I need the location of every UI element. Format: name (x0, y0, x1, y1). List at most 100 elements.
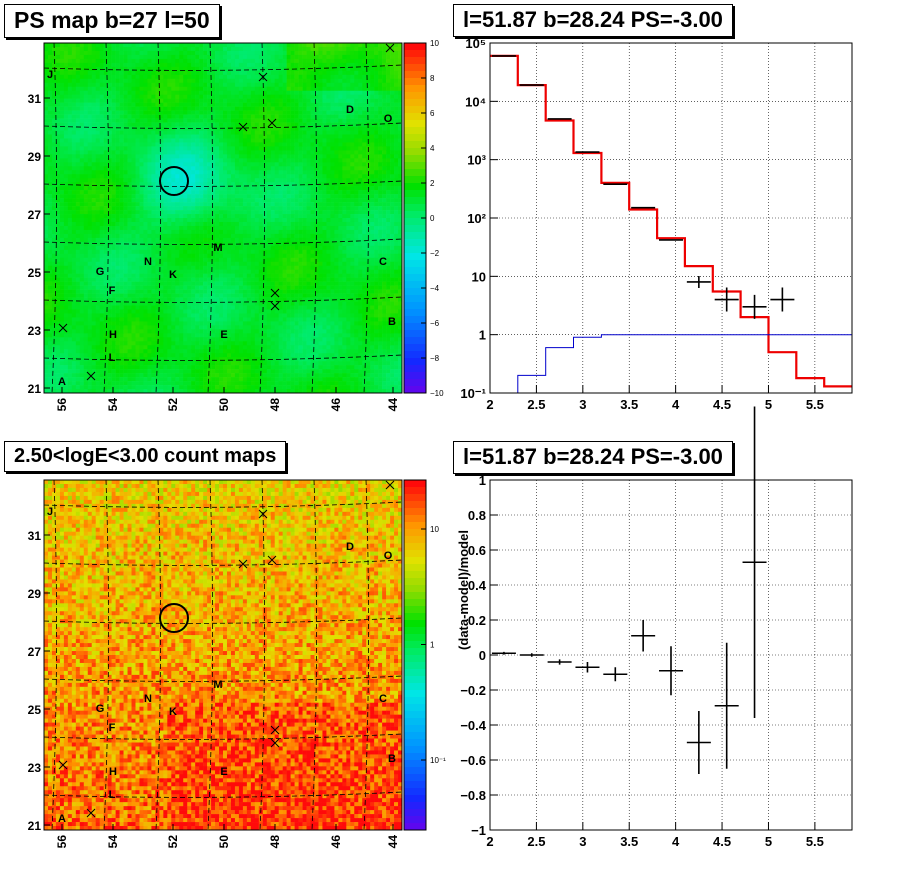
ps-map-colorbar-label: −6 (430, 319, 440, 328)
spectrum-y-tick-label: 10² (467, 211, 486, 226)
count-map-parallel (43, 791, 403, 798)
ps-map-colorbar-label: 4 (430, 144, 435, 153)
count-map-parallel (43, 617, 403, 624)
ps-map-parallel (43, 238, 403, 245)
ps-map-colorbar (404, 43, 426, 394)
count-map-meridian (259, 479, 265, 831)
count-map-target-circle (159, 603, 189, 633)
residual-point (519, 653, 544, 657)
ps-map-source-marker (258, 72, 268, 82)
count-map-y-tick-label: 29 (28, 587, 42, 601)
spectrum-y-tick-label: 1 (479, 328, 486, 343)
ps-map-coordinate-grid (43, 42, 421, 394)
ps-map-source-label: E (220, 329, 227, 341)
ps-map-x-tick-label: 56 (55, 398, 69, 412)
count-map-source-label: A (58, 813, 66, 825)
spectrum-x-tick-label: 3.5 (620, 397, 638, 412)
ps-map-colorbar-label: −2 (430, 249, 440, 258)
ps-map-parallel (43, 296, 403, 303)
count-map-meridian (155, 479, 161, 831)
count-map-source-label: K (169, 706, 177, 718)
spectrum-x-tick-label: 5.5 (806, 397, 824, 412)
ps-map-source-marker (86, 371, 96, 381)
count-map-source-label: C (379, 693, 387, 705)
ps-map-colorbar-label: 10 (430, 39, 439, 48)
ps-map-source-label: K (169, 269, 177, 281)
ps-map-y-tick-label: 25 (28, 266, 42, 280)
residual-point (714, 642, 739, 769)
ps-map-colorbar-label: −8 (430, 354, 440, 363)
residual-x-tick-label: 4.5 (713, 834, 731, 849)
count-map-source-marker (238, 559, 248, 569)
count-map-colorbar-label: 10 (430, 525, 439, 534)
residual-point (742, 406, 767, 718)
count-map-coordinate-grid (43, 479, 421, 831)
count-map-y-tick-label: 25 (28, 703, 42, 717)
residual-y-tick-label: 0.4 (468, 578, 487, 593)
count-map-meridian (51, 479, 57, 831)
ps-map-source-label: L (109, 352, 116, 364)
ps-map-source-label: D (346, 104, 354, 116)
count-map-source-label: M (213, 679, 222, 691)
count-map-parallel (43, 501, 403, 508)
spectrum-y-tick-label: 10 (472, 269, 486, 284)
count-map-source-marker (86, 808, 96, 818)
count-map-meridian (311, 479, 317, 831)
ps-map-parallel (43, 354, 403, 361)
residual-y-tick-label: 1 (479, 473, 486, 488)
ps-map-parallel (43, 122, 403, 129)
ps-map-source-marker (267, 118, 277, 128)
ps-map-parallel (43, 64, 403, 71)
count-map-source-marker (58, 760, 68, 770)
residual-y-tick-label: −0.2 (460, 683, 486, 698)
count-map-pixels (44, 480, 403, 831)
spectrum-x-tick-label: 2.5 (527, 397, 545, 412)
ps-map-y-tick-label: 27 (28, 208, 42, 222)
count-map-colorbar (404, 480, 426, 831)
residual-frame (489, 479, 853, 831)
ps-map-meridian (103, 42, 109, 394)
spectrum-y-tick-label: 10⁻¹ (460, 386, 486, 401)
ps-map-x-tick-label: 54 (106, 398, 120, 412)
count-map-meridian (207, 479, 213, 831)
count-map-y-tick-label: 31 (28, 529, 42, 543)
ps-map-source-label: B (388, 316, 396, 328)
count-map-x-tick-label: 48 (268, 835, 282, 849)
spectrum-x-tick-label: 5 (765, 397, 772, 412)
residual-point (631, 620, 656, 652)
ps-map-source-label: A (58, 376, 66, 388)
ps-map-colorbar-label: −4 (430, 284, 440, 293)
count-map-source-marker (258, 509, 268, 519)
ps-map-meridian (259, 42, 265, 394)
count-map-y-tick-label: 21 (28, 819, 42, 833)
count-map-parallel (43, 733, 403, 740)
count-map-colorbar-label: 10⁻¹ (430, 756, 446, 765)
residual-x-tick-label: 5.5 (806, 834, 824, 849)
count-map-colorbar-frame (403, 479, 427, 831)
count-map-source-label: F (109, 722, 116, 734)
ps-map-source-label: N (144, 256, 152, 268)
residual-y-tick-label: −0.6 (460, 753, 486, 768)
ps-map-source-marker (385, 43, 395, 53)
count-map-parallel (43, 559, 403, 566)
residual-y-tick-label: 0.6 (468, 543, 486, 558)
residual-point (659, 646, 683, 696)
residual-x-tick-label: 2 (486, 834, 493, 849)
count-map-source-label: O (384, 550, 393, 562)
spectrum-x-tick-label: 4 (672, 397, 680, 412)
count-map-source-label: G (96, 703, 105, 715)
total-model-line (490, 54, 852, 388)
residual-x-tick-label: 3.5 (620, 834, 638, 849)
spectrum-y-tick-label: 10⁵ (465, 36, 486, 51)
ps-map-x-tick-label: 48 (268, 398, 282, 412)
count-map-source-label: L (109, 789, 116, 801)
ps-map-title: PS map b=27 l=50 (4, 4, 220, 38)
count-map-source-marker (267, 555, 277, 565)
residual-y-tick-label: −1 (471, 823, 486, 838)
ps-map-frame (43, 42, 403, 394)
ps-map-target-circle (159, 166, 189, 196)
count-map-source-label: N (144, 693, 152, 705)
ps-map-source-label: J (47, 69, 53, 81)
ps-map-parallel (43, 180, 403, 187)
